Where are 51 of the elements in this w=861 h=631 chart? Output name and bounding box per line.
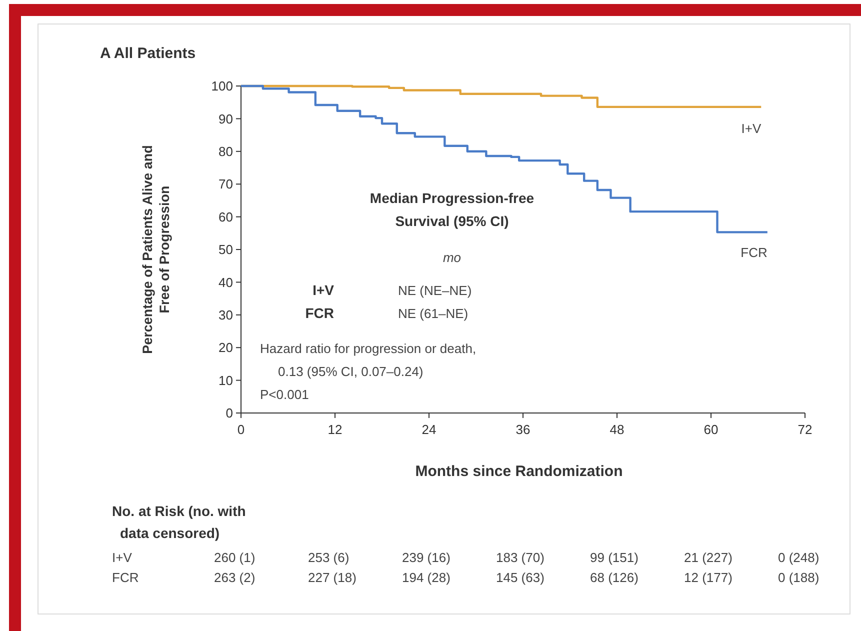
x-tick-label: 36 (516, 422, 530, 437)
x-tick-label: 60 (704, 422, 718, 437)
annotation: Median Progression-free (370, 190, 534, 206)
x-tick-label: 12 (328, 422, 342, 437)
text: data censored) (120, 525, 220, 541)
y-tick-label: 0 (226, 406, 233, 421)
chart-title: A All Patients (100, 45, 196, 62)
annotation: NE (61–NE) (398, 306, 468, 321)
x-axis-title: Months since Randomization (415, 463, 623, 480)
text: No. at Risk (no. with (112, 503, 246, 519)
x-tick-label: 0 (237, 422, 245, 437)
text: 263 (2) (214, 570, 256, 585)
x-tick-label: 48 (610, 422, 624, 437)
text: 183 (70) (496, 550, 544, 565)
text: 21 (227) (684, 550, 732, 565)
y-tick-label: 80 (218, 144, 233, 159)
text: 253 (6) (308, 550, 350, 565)
y-tick-label: 30 (218, 307, 233, 322)
x-tick-label: 72 (798, 422, 812, 437)
text: I+V (112, 550, 132, 565)
text: 99 (151) (590, 550, 638, 565)
text: 260 (1) (214, 550, 256, 565)
text: 12 (177) (684, 570, 732, 585)
y-tick-label: 70 (218, 176, 233, 192)
text: 0 (188) (778, 570, 820, 585)
x-tick-label: 24 (422, 422, 436, 437)
text: FCR (112, 570, 139, 585)
text: 68 (126) (590, 570, 638, 585)
annotation: NE (NE–NE) (398, 283, 472, 298)
text: 0 (248) (778, 550, 820, 565)
y-tick-label: 10 (218, 372, 233, 388)
y-tick-label: 90 (218, 111, 233, 126)
text: 194 (28) (402, 570, 450, 585)
annotation: Survival (95% CI) (395, 213, 509, 229)
annotation: mo (442, 250, 462, 265)
y-tick-label: 20 (218, 340, 233, 356)
y-axis-title: Percentage of Patients Alive and Free of Progression (140, 145, 172, 354)
y-tick-label: 40 (218, 274, 233, 290)
annotation: FCR (305, 305, 334, 321)
annotation: P<0.001 (260, 387, 309, 402)
series-label: I+V (741, 121, 762, 136)
y-tick-label: 100 (211, 78, 233, 94)
series-label: FCR (740, 245, 768, 260)
y-tick-label: 50 (218, 242, 233, 258)
annotation: I+V (312, 282, 335, 298)
annotation: 0.13 (95% CI, 0.07–0.24) (278, 364, 424, 379)
y-tick-label: 60 (218, 209, 233, 224)
text: 145 (63) (496, 570, 544, 585)
annotation: Hazard ratio for progression or death, (260, 341, 476, 356)
text: 227 (18) (308, 570, 356, 585)
text: 239 (16) (402, 550, 450, 565)
